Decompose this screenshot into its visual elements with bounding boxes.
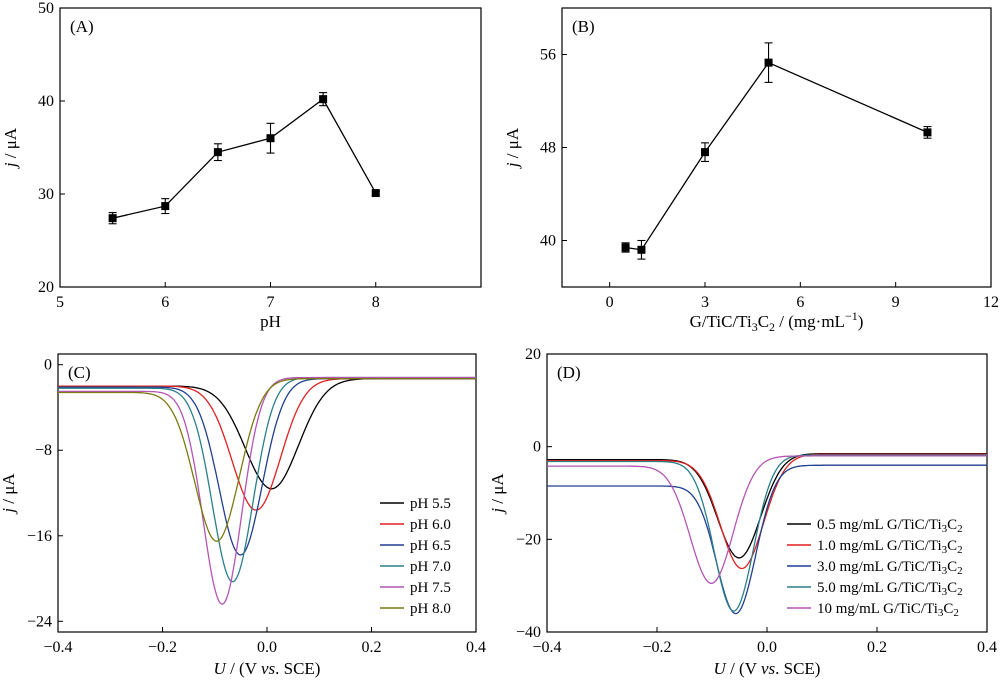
- y-tick-label: 40: [38, 93, 54, 110]
- legend-entry: pH 8.0: [410, 601, 451, 617]
- data-point: [764, 58, 773, 67]
- x-tick-label: 8: [372, 294, 380, 311]
- y-tick-label: −20: [516, 531, 541, 548]
- x-tick-label: 3: [701, 294, 709, 311]
- legend-entry: 3.0 mg/mL G/TiC/Ti3C2: [817, 559, 963, 577]
- y-axis-label: j / μA: [503, 127, 522, 169]
- series-line: [625, 61, 928, 251]
- x-tick-label: 7: [267, 294, 275, 311]
- x-axis-label: U / (V vs. SCE): [714, 659, 821, 678]
- y-tick-label: 48: [540, 140, 556, 157]
- data-point: [319, 95, 328, 104]
- x-tick-label: 6: [161, 294, 169, 311]
- y-axis-label: j / μA: [1, 127, 20, 169]
- series-line: [112, 98, 377, 219]
- y-tick-label: 20: [525, 346, 541, 363]
- x-tick-label: −0.2: [148, 639, 177, 656]
- panel-label: (A): [70, 17, 94, 36]
- legend-entry: pH 7.5: [410, 580, 451, 596]
- panel-label: (B): [572, 17, 595, 36]
- x-tick-label: 0.0: [257, 639, 277, 656]
- panel-label: (D): [557, 363, 581, 382]
- x-tick-label: −0.4: [532, 639, 561, 656]
- panel-c: −0.4 −0.2 0.0 0.2 0.4 0 −8 −16 −24 (C) j / μA U / (…: [0, 353, 486, 678]
- series-line: [58, 377, 476, 511]
- series-line: [58, 377, 476, 542]
- legend-entry: 10 mg/mL G/TiC/Ti3C2: [817, 601, 959, 619]
- x-axis-label: G/TiC/Ti3C2 / (mg·mL−1): [690, 309, 864, 334]
- data-point: [213, 148, 222, 157]
- data-point: [161, 202, 170, 211]
- legend-entry: 0.5 mg/mL G/TiC/Ti3C2: [817, 517, 963, 535]
- data-point: [923, 128, 932, 137]
- x-tick-label: 0.0: [757, 639, 777, 656]
- x-tick-label: −0.2: [642, 639, 671, 656]
- y-tick-label: −16: [27, 528, 52, 545]
- legend-entry: pH 6.5: [410, 538, 451, 554]
- data-point: [637, 245, 646, 254]
- panel-a: 5 6 7 8 20 30 40 50 (A) j / μA pH: [1, 0, 482, 331]
- x-tick-label: 12: [983, 294, 999, 311]
- x-tick-label: 9: [892, 294, 900, 311]
- x-axis-label: U / (V vs. SCE): [214, 659, 321, 678]
- x-tick-label: 0.2: [362, 639, 382, 656]
- series-line: [58, 377, 476, 490]
- y-tick-label: 56: [540, 47, 556, 64]
- y-tick-label: 0: [44, 357, 52, 374]
- panel-d: −0.4 −0.2 0.0 0.2 0.4 20 0 −20 −40 (D) j / μA U / (…: [488, 346, 997, 678]
- legend-entry: 1.0 mg/mL G/TiC/Ti3C2: [817, 538, 963, 556]
- panel-label: (C): [68, 363, 91, 382]
- y-axis-label: j / μA: [488, 473, 507, 515]
- data-point: [701, 148, 709, 157]
- data-point: [621, 243, 630, 252]
- x-tick-label: 0.4: [977, 639, 997, 656]
- series-line: [547, 453, 987, 570]
- data-point: [371, 189, 380, 198]
- data-point: [266, 134, 275, 143]
- y-tick-label: 30: [38, 186, 54, 203]
- y-tick-label: −24: [27, 613, 52, 630]
- y-tick-label: 50: [38, 0, 54, 17]
- legend-entry: pH 6.0: [410, 517, 451, 533]
- x-tick-label: −0.4: [43, 639, 72, 656]
- data-point: [108, 214, 117, 223]
- x-axis-label: pH: [260, 312, 281, 331]
- y-tick-label: 20: [38, 279, 54, 296]
- y-tick-label: 0: [533, 439, 541, 456]
- x-tick-label: 6: [796, 294, 804, 311]
- y-tick-label: 40: [540, 233, 556, 250]
- x-tick-label: 0.2: [867, 639, 887, 656]
- x-tick-label: 0.4: [466, 639, 486, 656]
- y-tick-label: −40: [516, 624, 541, 641]
- panel-b: 0 3 6 9 12 40 48 56 (B) j / μA G/TiC/Ti3C2 / (mg·m…: [503, 7, 999, 334]
- series-line: [547, 455, 987, 585]
- legend-entry: 5.0 mg/mL G/TiC/Ti3C2: [817, 580, 963, 598]
- series-line: [547, 454, 987, 612]
- series-line: [58, 376, 476, 605]
- legend-entry: pH 7.0: [410, 559, 451, 575]
- series-line: [547, 464, 987, 615]
- y-axis-label: j / μA: [0, 473, 18, 515]
- legend-entry: pH 5.5: [410, 496, 451, 512]
- y-tick-label: −8: [35, 442, 52, 459]
- x-tick-label: 0: [606, 294, 614, 311]
- x-tick-label: 5: [56, 294, 64, 311]
